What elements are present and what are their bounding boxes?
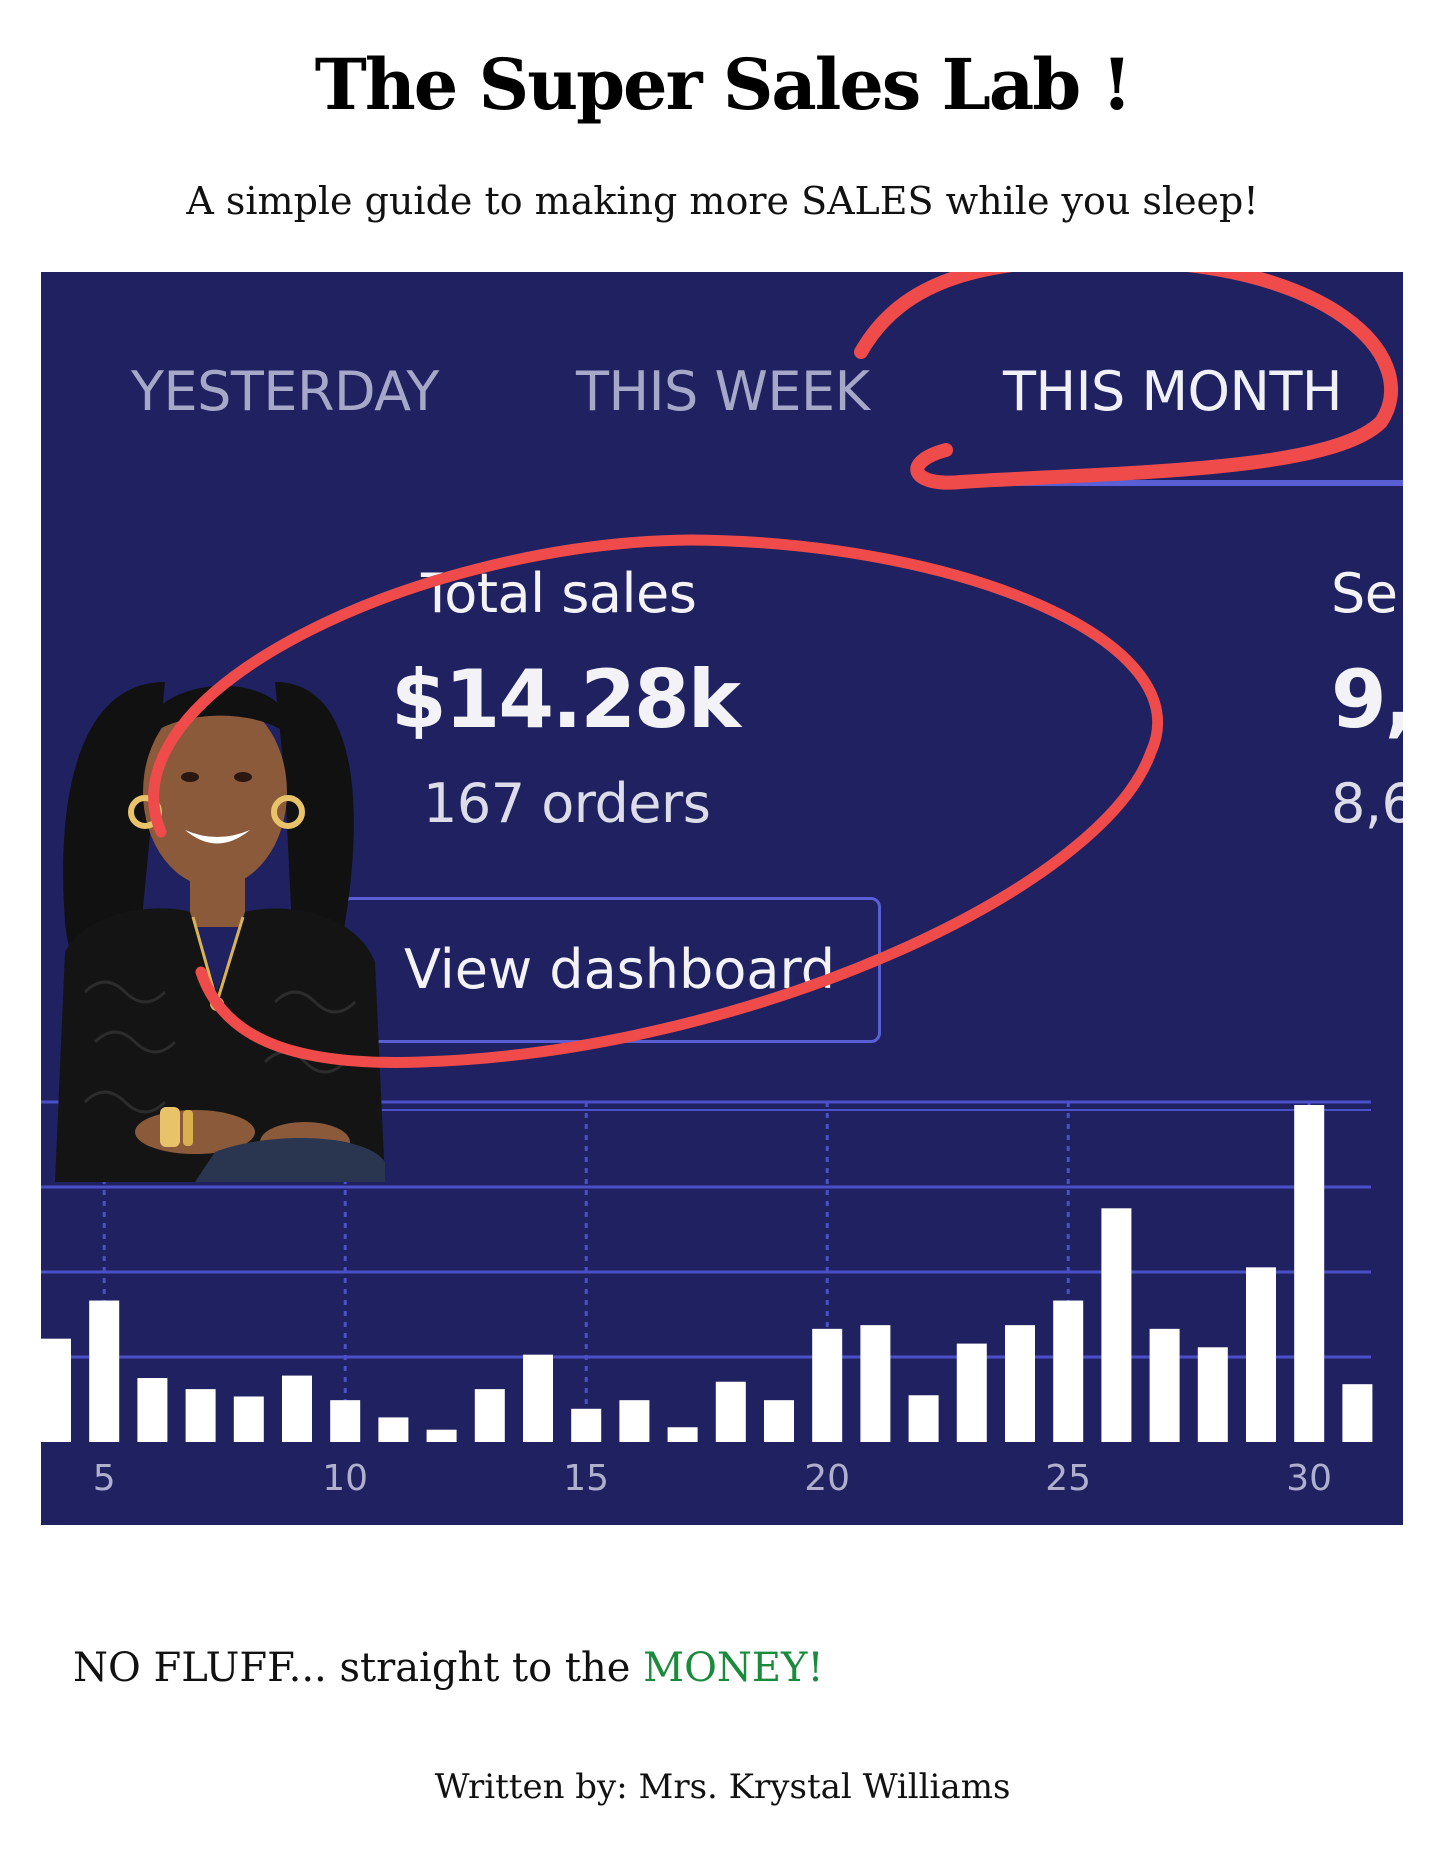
chart-bar (1005, 1325, 1035, 1442)
chart-bar (764, 1400, 794, 1442)
chart-bar (282, 1375, 312, 1442)
chart-bar (474, 1389, 505, 1442)
x-tick-label: 30 (1286, 1458, 1332, 1499)
chart-bar (378, 1417, 409, 1442)
second-metric-value: 9, (1331, 653, 1403, 746)
chart-bar (715, 1381, 746, 1442)
total-sales-value: $14.28k (391, 653, 741, 746)
tagline-text: NO FLUFF... straight to the (73, 1645, 644, 1691)
tab-this-month[interactable]: THIS MONTH (1003, 360, 1343, 423)
author-credit: Written by: Mrs. Krystal Williams (434, 1767, 1011, 1807)
x-tick-label: 20 (804, 1458, 850, 1499)
total-sales-label: Total sales (421, 562, 697, 625)
chart-bar (185, 1389, 216, 1442)
chart-bar (89, 1300, 120, 1442)
chart-bar (137, 1378, 168, 1442)
chart-bar (1197, 1347, 1228, 1442)
chart-bar (233, 1396, 264, 1442)
chart-bar (1342, 1384, 1373, 1442)
second-metric-sub: 8,6 (1331, 772, 1403, 835)
chart-bar (908, 1395, 939, 1442)
chart-bar (619, 1400, 650, 1442)
chart-bar (1294, 1104, 1325, 1442)
chart-bar (860, 1325, 891, 1442)
x-tick-label: 15 (563, 1458, 609, 1499)
chart-bar (523, 1354, 553, 1442)
subtitle: A simple guide to making more SALES whil… (0, 176, 1445, 226)
tagline-money: MONEY! (643, 1645, 824, 1691)
tagline: NO FLUFF... straight to the MONEY! (73, 1642, 824, 1694)
second-metric-label: Se (1331, 562, 1398, 625)
chart-bar (1101, 1208, 1132, 1442)
author-photo (55, 682, 385, 1182)
subtitle-text-start: A simple guide to making more (186, 179, 802, 223)
x-tick-label: 10 (322, 1458, 368, 1499)
active-tab-indicator (944, 480, 1403, 486)
chart-bar (1149, 1328, 1180, 1442)
chart-bar (956, 1343, 987, 1442)
tab-this-week[interactable]: THIS WEEK (576, 360, 870, 423)
chart-bar (812, 1328, 843, 1442)
page-title: The Super Sales Lab ! (314, 43, 1133, 126)
chart-bar (1053, 1300, 1084, 1442)
subtitle-emphasis: SALES (801, 179, 934, 223)
subtitle-text-end: while you sleep! (933, 179, 1259, 223)
chart-bar (667, 1427, 698, 1442)
view-dashboard-button[interactable]: View dashboard (341, 897, 881, 1043)
x-tick-label: 25 (1045, 1458, 1091, 1499)
chart-bar (571, 1408, 602, 1442)
chart-bar (426, 1429, 457, 1442)
sales-dashboard-screenshot: 5 10 15 20 25 30 YESTERDAY THIS WEEK THIS MON… (41, 272, 1403, 1525)
chart-bar (41, 1338, 71, 1442)
total-orders-count: 167 orders (423, 772, 711, 835)
tab-yesterday[interactable]: YESTERDAY (131, 360, 439, 423)
x-tick-label: 5 (93, 1458, 116, 1499)
chart-bar (330, 1400, 361, 1442)
chart-bar (1246, 1267, 1276, 1442)
